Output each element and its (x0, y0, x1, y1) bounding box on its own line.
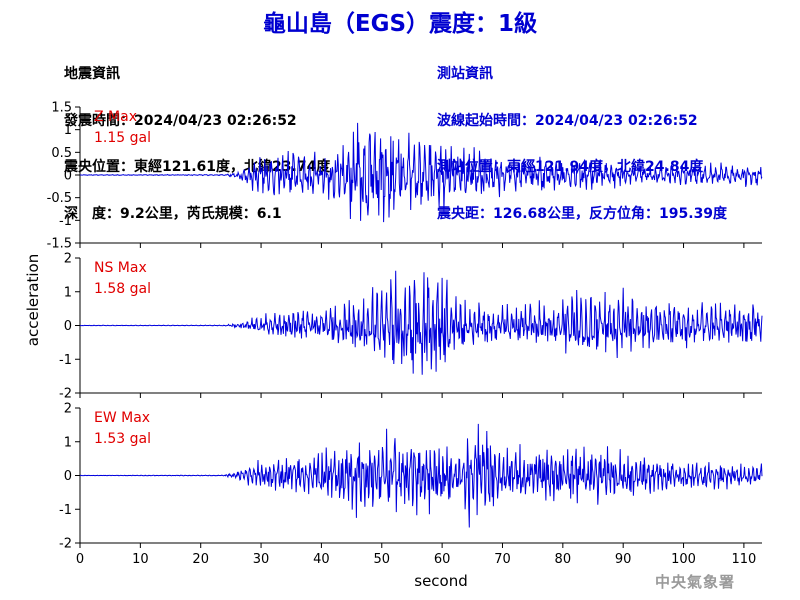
component-peak-value: 1.15 gal (94, 130, 151, 146)
y-tick-label: -1.5 (47, 237, 72, 252)
y-tick-label: 0 (64, 319, 72, 334)
page-title: 龜山島（EGS）震度：1級 (262, 11, 538, 37)
event-epicenter: 震央位置：東經121.61度，北緯23.74度 (64, 159, 331, 175)
event-depth-magnitude: 深 度：9.2公里，芮氏規模：6.1 (64, 205, 282, 222)
y-tick-label: 0 (64, 469, 72, 484)
component-peak-value: 1.53 gal (94, 431, 151, 447)
x-tick-label: 20 (192, 552, 209, 567)
x-tick-label: 70 (494, 552, 511, 567)
x-tick-label: 50 (373, 552, 390, 567)
y-tick-label: -0.5 (47, 191, 72, 206)
component-label: EW Max (94, 410, 150, 426)
y-tick-label: 1 (64, 435, 72, 450)
station-distance: 震央距：126.68公里，反方位角：195.39度 (437, 205, 728, 222)
y-tick-label: -1 (59, 353, 72, 368)
x-tick-label: 80 (555, 552, 572, 567)
event-info-heading: 地震資訊 (64, 66, 120, 82)
agency-watermark: 中央氣象署 (655, 573, 736, 591)
station-info-heading: 測站資訊 (437, 66, 493, 82)
component-label: Z Max (94, 109, 137, 125)
station-location: 測站位置：東經121.94度，北緯24.84度 (437, 159, 704, 175)
x-tick-label: 110 (731, 552, 756, 567)
x-tick-label: 100 (671, 552, 696, 567)
x-tick-label: 30 (253, 552, 270, 567)
x-tick-label: 40 (313, 552, 330, 567)
waveform-ns (79, 270, 763, 375)
y-tick-label: 0.5 (51, 146, 72, 161)
x-tick-label: 0 (76, 552, 84, 567)
event-origin-time: 發震時間：2024/04/23 02:26:52 (64, 112, 297, 129)
waveform-ew (79, 423, 763, 528)
x-tick-label: 60 (434, 552, 451, 567)
y-tick-label: -1 (59, 214, 72, 229)
y-axis-title: acceleration (24, 254, 42, 346)
x-axis-title: second (414, 572, 468, 590)
x-tick-label: 90 (615, 552, 632, 567)
waveform-z (79, 122, 763, 223)
y-tick-label: 2 (64, 402, 72, 417)
component-peak-value: 1.58 gal (94, 281, 151, 297)
y-tick-label: -1 (59, 503, 72, 518)
component-label: NS Max (94, 260, 147, 276)
y-tick-label: 2 (64, 252, 72, 267)
y-tick-label: 1.5 (51, 101, 72, 116)
y-tick-label: 1 (64, 285, 72, 300)
x-tick-label: 10 (132, 552, 149, 567)
y-tick-label: -2 (59, 387, 72, 402)
station-start-time: 波線起始時間：2024/04/23 02:26:52 (437, 112, 698, 129)
y-tick-label: -2 (59, 537, 72, 552)
y-tick-label: 1 (64, 123, 72, 138)
y-tick-label: 0 (64, 169, 72, 184)
event-info: 地震資訊 發震時間：2024/04/23 02:26:52 震央位置：東經121… (64, 36, 330, 238)
station-info: 測站資訊 波線起始時間：2024/04/23 02:26:52 測站位置：東經1… (437, 36, 727, 238)
